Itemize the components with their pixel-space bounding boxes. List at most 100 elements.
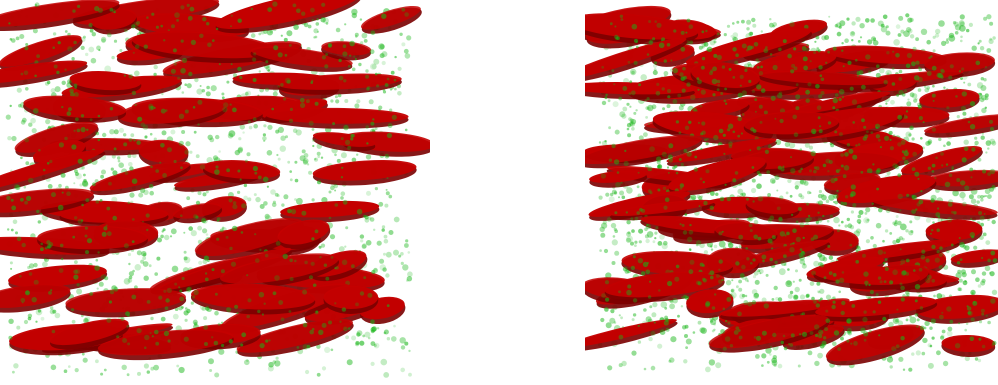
particle bbox=[339, 320, 342, 323]
particle bbox=[844, 152, 849, 157]
particle bbox=[351, 67, 356, 72]
particle bbox=[917, 104, 921, 108]
particle bbox=[739, 84, 742, 87]
particle bbox=[121, 364, 127, 370]
particle bbox=[932, 35, 936, 39]
particle bbox=[648, 189, 652, 193]
particle bbox=[54, 312, 61, 319]
particle bbox=[722, 346, 727, 351]
particle bbox=[649, 191, 653, 195]
particle bbox=[886, 51, 890, 55]
particle bbox=[728, 141, 733, 146]
particle bbox=[802, 236, 805, 240]
particle bbox=[857, 40, 861, 43]
particle bbox=[75, 269, 81, 274]
particle bbox=[816, 46, 819, 50]
particle bbox=[840, 153, 844, 157]
particle bbox=[797, 364, 801, 368]
particle bbox=[892, 269, 898, 276]
particle bbox=[685, 338, 692, 345]
particle bbox=[704, 138, 707, 142]
particle bbox=[908, 133, 912, 137]
particle bbox=[601, 222, 608, 229]
particle bbox=[701, 56, 706, 61]
particle bbox=[26, 195, 32, 201]
particle bbox=[633, 60, 638, 65]
particle bbox=[613, 227, 617, 231]
particle bbox=[61, 257, 64, 261]
particle bbox=[806, 294, 810, 298]
particle bbox=[876, 187, 879, 191]
particle bbox=[816, 281, 821, 286]
particle bbox=[978, 39, 982, 43]
particle bbox=[940, 152, 944, 156]
particle bbox=[285, 135, 288, 139]
particle bbox=[959, 14, 965, 20]
particle bbox=[42, 168, 46, 172]
particle bbox=[132, 153, 137, 159]
particle bbox=[823, 276, 827, 280]
particle bbox=[936, 228, 940, 232]
particle bbox=[912, 151, 918, 157]
particle bbox=[915, 37, 919, 42]
particle bbox=[229, 103, 232, 106]
particle bbox=[772, 64, 778, 71]
particle bbox=[648, 336, 653, 342]
particle bbox=[701, 121, 706, 126]
particle bbox=[355, 302, 359, 307]
particle bbox=[877, 300, 882, 304]
particle bbox=[827, 121, 832, 125]
particle bbox=[123, 278, 131, 285]
particle bbox=[741, 90, 747, 96]
particle bbox=[299, 97, 305, 103]
particle bbox=[815, 84, 820, 89]
particle bbox=[334, 267, 337, 270]
particle bbox=[936, 293, 943, 299]
particle bbox=[732, 130, 736, 134]
particle bbox=[320, 156, 324, 159]
particle bbox=[789, 156, 793, 159]
particle bbox=[622, 106, 628, 112]
particle bbox=[286, 79, 291, 84]
particle bbox=[25, 290, 30, 296]
particle bbox=[851, 39, 854, 42]
particle bbox=[408, 372, 412, 377]
particle bbox=[985, 314, 988, 317]
particle bbox=[176, 364, 180, 368]
particle bbox=[972, 300, 978, 306]
particle bbox=[155, 25, 159, 29]
particle bbox=[101, 38, 106, 44]
particle bbox=[672, 68, 678, 74]
particle bbox=[841, 300, 846, 306]
particle bbox=[218, 63, 221, 66]
particle bbox=[48, 125, 51, 129]
particle bbox=[833, 330, 840, 336]
particle bbox=[373, 228, 376, 231]
flake bbox=[745, 196, 800, 215]
particle bbox=[900, 336, 905, 341]
particle bbox=[178, 286, 181, 289]
particle bbox=[963, 81, 966, 84]
particle bbox=[316, 372, 321, 377]
particle bbox=[804, 24, 809, 30]
particle bbox=[815, 35, 820, 40]
particle bbox=[750, 262, 753, 265]
particle bbox=[203, 316, 208, 321]
particle bbox=[958, 287, 963, 292]
particle bbox=[819, 263, 825, 268]
particle bbox=[173, 62, 177, 66]
particle bbox=[710, 318, 717, 326]
particle bbox=[778, 216, 783, 221]
particle bbox=[131, 90, 137, 96]
particle bbox=[870, 131, 874, 135]
particle bbox=[393, 249, 399, 256]
particle bbox=[763, 48, 769, 54]
particle bbox=[659, 329, 666, 336]
particle bbox=[178, 113, 185, 120]
particle bbox=[319, 255, 322, 259]
particle bbox=[321, 55, 326, 60]
particle bbox=[981, 95, 987, 101]
particle bbox=[938, 20, 945, 27]
particle bbox=[863, 217, 870, 224]
particle bbox=[250, 33, 256, 38]
